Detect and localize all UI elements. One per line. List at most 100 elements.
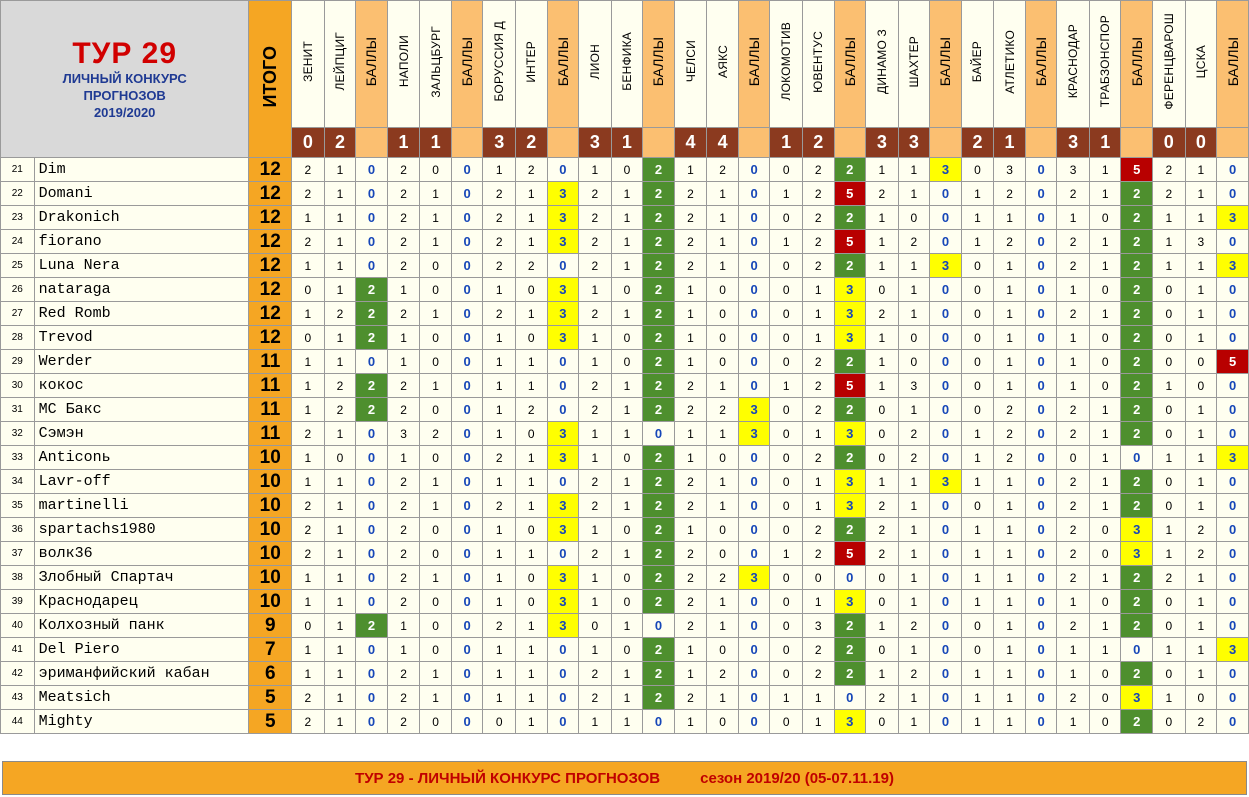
- predicted-home-score: 3: [386, 421, 421, 446]
- predicted-away-score: 1: [706, 205, 739, 230]
- participant-name: Lavr-off: [33, 469, 250, 494]
- match-points: 0: [737, 493, 771, 518]
- predicted-away-score: 0: [1088, 277, 1122, 302]
- match-points: 2: [1120, 301, 1154, 326]
- predicted-away-score: 1: [897, 253, 931, 278]
- match-points: 2: [642, 637, 675, 662]
- match-points: 0: [355, 229, 388, 254]
- match-points: 2: [642, 397, 675, 422]
- points-header-spacer: [1024, 127, 1058, 158]
- predicted-home-score: 2: [291, 517, 325, 542]
- predicted-home-score: 2: [386, 493, 421, 518]
- match-points: 3: [546, 325, 580, 350]
- predicted-home-score: 2: [386, 253, 421, 278]
- predicted-home-score: 2: [673, 589, 708, 614]
- away-team-header: ЮВЕНТУС: [801, 0, 835, 128]
- away-team-name: ЛЕЙПЦИГ: [332, 32, 347, 91]
- row-number: 27: [0, 301, 35, 326]
- match-points: 3: [737, 397, 771, 422]
- predicted-away-score: 1: [897, 493, 931, 518]
- total-header: ИТОГО: [248, 0, 293, 158]
- participant-name: Red Romb: [33, 301, 250, 326]
- match-points: 0: [355, 253, 388, 278]
- participant-name: martinelli: [33, 493, 250, 518]
- predicted-away-score: 1: [897, 181, 931, 206]
- match-points: 0: [1024, 301, 1058, 326]
- predicted-away-score: 1: [323, 709, 357, 734]
- predicted-home-score: 0: [960, 157, 995, 182]
- predicted-away-score: 1: [323, 229, 357, 254]
- match-points: 0: [929, 349, 962, 374]
- match-points: 5: [833, 373, 867, 398]
- predicted-away-score: 2: [801, 349, 835, 374]
- match-points: 3: [546, 277, 580, 302]
- match-points: 3: [546, 205, 580, 230]
- predicted-away-score: 1: [514, 349, 548, 374]
- match-points: 0: [355, 181, 388, 206]
- match-points: 5: [1216, 349, 1249, 374]
- predicted-away-score: 0: [706, 277, 739, 302]
- match-points: 0: [737, 205, 771, 230]
- predicted-home-score: 1: [865, 349, 899, 374]
- predicted-away-score: 2: [801, 517, 835, 542]
- predicted-home-score: 2: [1056, 421, 1090, 446]
- participant-row: 32 Сэмэн 11 2 1 0 3 2 0 1 0 3 1 1 0 1 1 3 0 1 3 0 2 0 1 2 0 2 1 2 0 1 0: [0, 421, 1249, 446]
- participant-name: кокос: [33, 373, 250, 398]
- predicted-away-score: 2: [993, 181, 1026, 206]
- predicted-home-score: 1: [291, 349, 325, 374]
- predicted-home-score: 0: [769, 253, 803, 278]
- away-team-name: ШАХТЕР: [906, 35, 921, 88]
- predicted-away-score: 2: [801, 661, 835, 686]
- predicted-home-score: 1: [673, 301, 708, 326]
- predicted-away-score: 1: [323, 637, 357, 662]
- predicted-away-score: 1: [419, 301, 452, 326]
- home-team-name: ЛОКОМОТИВ: [779, 22, 794, 101]
- predicted-away-score: 1: [897, 397, 931, 422]
- predicted-away-score: 0: [419, 157, 452, 182]
- predicted-home-score: 2: [673, 373, 708, 398]
- predicted-away-score: 1: [323, 661, 357, 686]
- predicted-away-score: 1: [419, 469, 452, 494]
- points-column-header: БАЛЛЫ: [1216, 0, 1249, 128]
- actual-home-score: 3: [865, 127, 899, 158]
- match-points: 3: [1216, 253, 1249, 278]
- total-points: 11: [248, 397, 293, 422]
- predicted-home-score: 0: [865, 589, 899, 614]
- match-points: 0: [1024, 157, 1058, 182]
- predicted-home-score: 2: [1056, 541, 1090, 566]
- predicted-home-score: 1: [960, 709, 995, 734]
- predicted-away-score: 1: [419, 373, 452, 398]
- predicted-home-score: 1: [482, 565, 516, 590]
- predicted-home-score: 2: [1056, 493, 1090, 518]
- participant-row: 21 Dim 12 2 1 0 2 0 0 1 2 0 1 0 2 1 2 0 0 2 2 1 1 3 0 3 0 3 1 5 2 1 0: [0, 157, 1249, 182]
- predicted-home-score: 0: [1152, 277, 1186, 302]
- predicted-away-score: 1: [993, 301, 1026, 326]
- predicted-home-score: 1: [865, 661, 899, 686]
- predicted-away-score: 1: [801, 277, 835, 302]
- participant-row: 38 Злобный Спартач 10 1 1 0 2 1 0 1 0 3 1 0 2 2 2 3 0 0 0 0 1 0…: [0, 565, 1249, 590]
- predicted-home-score: 2: [386, 469, 421, 494]
- participant-name: Werder: [33, 349, 250, 374]
- match-points: 0: [1024, 373, 1058, 398]
- points-column-header: БАЛЛЫ: [1024, 0, 1058, 128]
- predicted-away-score: 1: [514, 469, 548, 494]
- points-column-header: БАЛЛЫ: [833, 0, 867, 128]
- match-points: 2: [355, 325, 388, 350]
- points-column-label: БАЛЛЫ: [1033, 36, 1050, 87]
- home-team-header: БОРУССИЯ Д: [482, 0, 516, 128]
- predicted-away-score: 1: [801, 709, 835, 734]
- match-points: 3: [833, 493, 867, 518]
- match-points: 0: [450, 541, 484, 566]
- total-points: 11: [248, 373, 293, 398]
- match-points: 0: [929, 565, 962, 590]
- match-points: 0: [450, 157, 484, 182]
- predicted-away-score: 1: [1088, 613, 1122, 638]
- predicted-home-score: 2: [1056, 229, 1090, 254]
- predicted-away-score: 1: [706, 253, 739, 278]
- predicted-home-score: 0: [769, 637, 803, 662]
- predicted-away-score: 2: [897, 613, 931, 638]
- predicted-home-score: 2: [1056, 253, 1090, 278]
- points-column-header: БАЛЛЫ: [642, 0, 675, 128]
- predicted-home-score: 2: [386, 157, 421, 182]
- predicted-away-score: 1: [897, 541, 931, 566]
